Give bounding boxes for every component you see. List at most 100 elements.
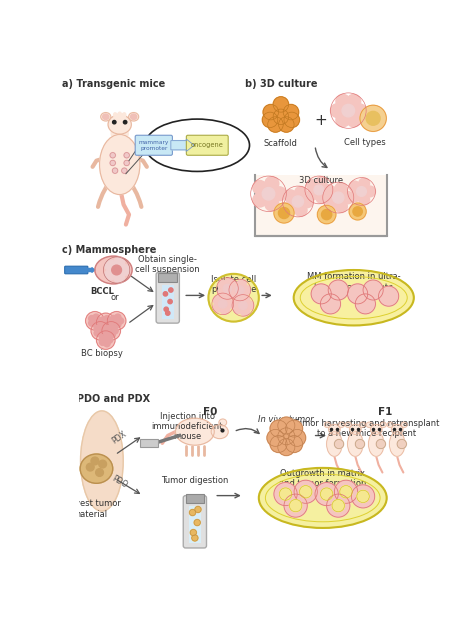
Circle shape	[279, 488, 292, 500]
Circle shape	[328, 280, 348, 300]
Ellipse shape	[219, 419, 227, 426]
Circle shape	[100, 339, 106, 346]
Text: Tumor digestion: Tumor digestion	[161, 477, 228, 486]
Circle shape	[359, 194, 370, 205]
Circle shape	[270, 436, 287, 453]
Circle shape	[110, 160, 116, 166]
Circle shape	[284, 201, 297, 213]
Circle shape	[316, 177, 327, 187]
Text: Outgrowth in matrix
and tumor formation: Outgrowth in matrix and tumor formation	[279, 468, 366, 488]
Circle shape	[218, 287, 227, 297]
Circle shape	[278, 208, 290, 218]
Circle shape	[105, 330, 111, 336]
Circle shape	[124, 153, 129, 158]
Ellipse shape	[392, 424, 403, 434]
Circle shape	[223, 284, 232, 292]
Circle shape	[115, 314, 121, 320]
Circle shape	[284, 190, 297, 202]
Circle shape	[278, 439, 295, 456]
Circle shape	[397, 439, 406, 449]
Ellipse shape	[81, 411, 123, 511]
Ellipse shape	[349, 424, 361, 434]
Text: b) 3D culture: b) 3D culture	[245, 79, 318, 89]
Text: BC biopsy: BC biopsy	[81, 349, 123, 358]
Ellipse shape	[338, 422, 345, 427]
Text: oncogene: oncogene	[191, 142, 224, 148]
Circle shape	[109, 324, 116, 330]
Circle shape	[284, 112, 300, 128]
Circle shape	[347, 113, 361, 127]
Ellipse shape	[401, 422, 407, 427]
Circle shape	[325, 186, 337, 198]
Circle shape	[253, 180, 267, 194]
Circle shape	[101, 328, 107, 334]
Circle shape	[290, 499, 302, 511]
Ellipse shape	[368, 432, 384, 456]
Circle shape	[105, 260, 116, 271]
Text: PDX: PDX	[110, 429, 129, 445]
Circle shape	[356, 187, 366, 196]
FancyBboxPatch shape	[140, 439, 158, 447]
Ellipse shape	[108, 115, 131, 134]
Circle shape	[334, 439, 344, 449]
Circle shape	[273, 109, 289, 125]
Circle shape	[279, 116, 294, 132]
Circle shape	[278, 428, 295, 445]
Circle shape	[263, 104, 279, 120]
FancyArrow shape	[171, 139, 194, 151]
Ellipse shape	[294, 270, 414, 325]
FancyBboxPatch shape	[162, 285, 174, 319]
Circle shape	[320, 294, 341, 314]
Circle shape	[224, 299, 234, 308]
Circle shape	[274, 482, 297, 506]
Text: c) Mammosphere: c) Mammosphere	[63, 246, 157, 255]
Circle shape	[86, 311, 104, 330]
Ellipse shape	[324, 422, 330, 427]
Circle shape	[89, 320, 95, 326]
Ellipse shape	[390, 432, 405, 456]
Circle shape	[294, 480, 317, 503]
Circle shape	[194, 520, 201, 525]
Ellipse shape	[370, 424, 382, 434]
FancyBboxPatch shape	[189, 506, 201, 543]
Circle shape	[278, 417, 295, 434]
Circle shape	[335, 183, 347, 195]
Circle shape	[285, 436, 302, 453]
Circle shape	[285, 420, 302, 437]
Circle shape	[240, 306, 249, 316]
Circle shape	[334, 480, 357, 503]
Circle shape	[267, 429, 284, 446]
Circle shape	[195, 506, 201, 513]
Circle shape	[349, 191, 360, 202]
Circle shape	[342, 104, 355, 117]
Circle shape	[357, 490, 369, 503]
Circle shape	[352, 104, 366, 118]
Circle shape	[122, 168, 127, 173]
Ellipse shape	[80, 454, 113, 483]
Circle shape	[284, 494, 307, 517]
Text: Scaffold: Scaffold	[264, 139, 298, 148]
Ellipse shape	[387, 422, 393, 427]
Bar	[186, 494, 204, 503]
Circle shape	[325, 197, 337, 210]
Circle shape	[295, 204, 307, 216]
Circle shape	[379, 286, 399, 306]
Circle shape	[192, 535, 198, 541]
Ellipse shape	[100, 134, 140, 194]
Circle shape	[262, 187, 275, 200]
Circle shape	[311, 284, 331, 304]
Circle shape	[107, 319, 113, 325]
Circle shape	[270, 420, 287, 437]
Circle shape	[230, 282, 239, 291]
Text: PDO: PDO	[110, 474, 129, 490]
Text: mammary
promoter: mammary promoter	[138, 140, 169, 151]
FancyArrow shape	[87, 268, 95, 272]
Circle shape	[94, 330, 100, 336]
Circle shape	[123, 120, 127, 124]
Circle shape	[356, 439, 365, 449]
Circle shape	[220, 294, 229, 303]
Circle shape	[112, 120, 116, 124]
Circle shape	[218, 280, 227, 289]
Circle shape	[268, 116, 283, 132]
Circle shape	[115, 322, 121, 327]
